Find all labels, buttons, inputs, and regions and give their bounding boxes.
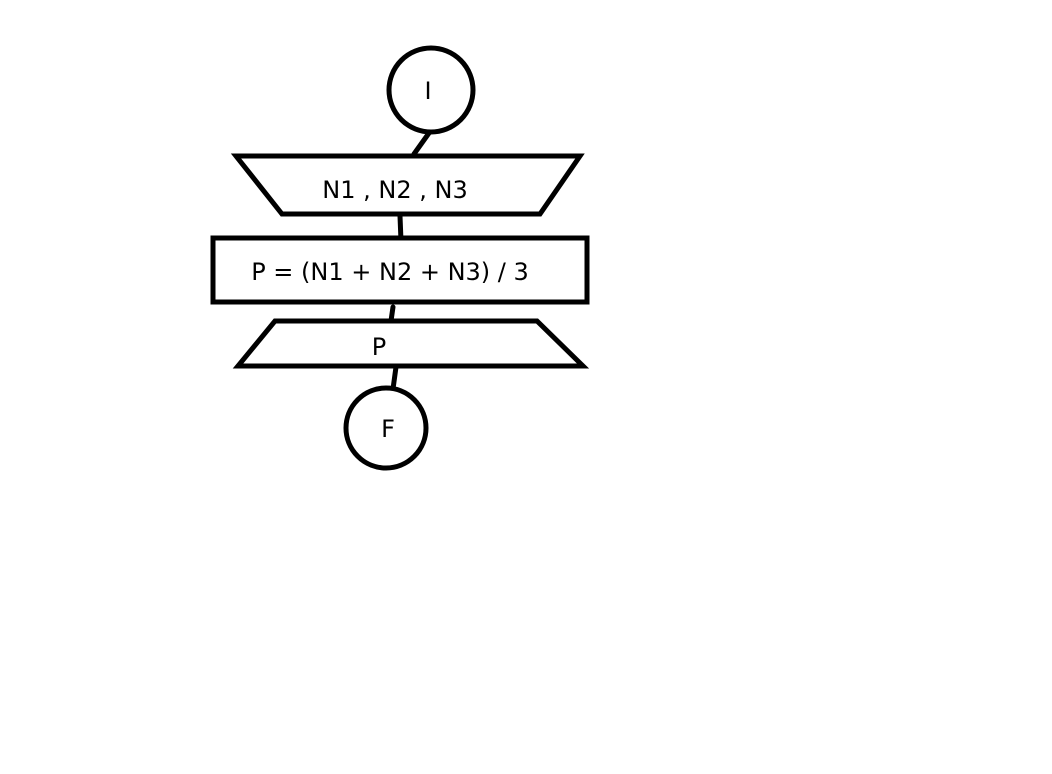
output-node: P (232, 318, 590, 369)
process-node: P = (N1 + N2 + N3) / 3 (210, 235, 590, 305)
input-shape (230, 153, 585, 217)
connector-output-to-end (390, 364, 399, 392)
process-label: P = (N1 + N2 + N3) / 3 (251, 258, 529, 286)
output-shape (232, 318, 590, 369)
input-label: N1 , N2 , N3 (322, 176, 467, 204)
connector-start-to-input (411, 130, 432, 157)
end-label: F (381, 415, 395, 443)
end-circle (343, 385, 429, 471)
start-label: I (424, 77, 431, 105)
start-terminal: I (386, 45, 476, 135)
end-terminal: F (343, 385, 429, 471)
input-node: N1 , N2 , N3 (230, 153, 585, 217)
start-circle (386, 45, 476, 135)
output-label: P (372, 333, 386, 361)
process-shape (210, 235, 590, 305)
